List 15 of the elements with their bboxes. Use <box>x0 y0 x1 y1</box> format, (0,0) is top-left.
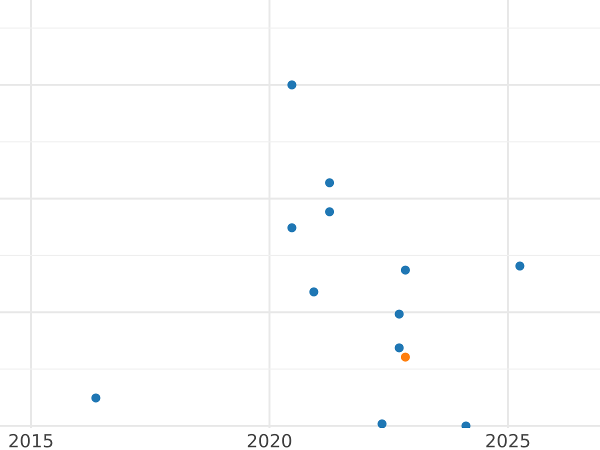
point <box>378 419 387 428</box>
point <box>309 287 318 296</box>
point <box>287 80 296 90</box>
point <box>400 352 410 362</box>
point <box>400 266 410 275</box>
point <box>394 343 404 352</box>
x-tick-label: 2025 <box>486 434 530 448</box>
point <box>515 262 524 271</box>
point <box>287 223 296 232</box>
point <box>91 393 100 402</box>
point <box>325 178 334 188</box>
x-tick-label: 2015 <box>9 434 52 448</box>
x-tick-label: 2020 <box>248 434 292 448</box>
point <box>325 207 334 216</box>
point <box>394 310 404 319</box>
